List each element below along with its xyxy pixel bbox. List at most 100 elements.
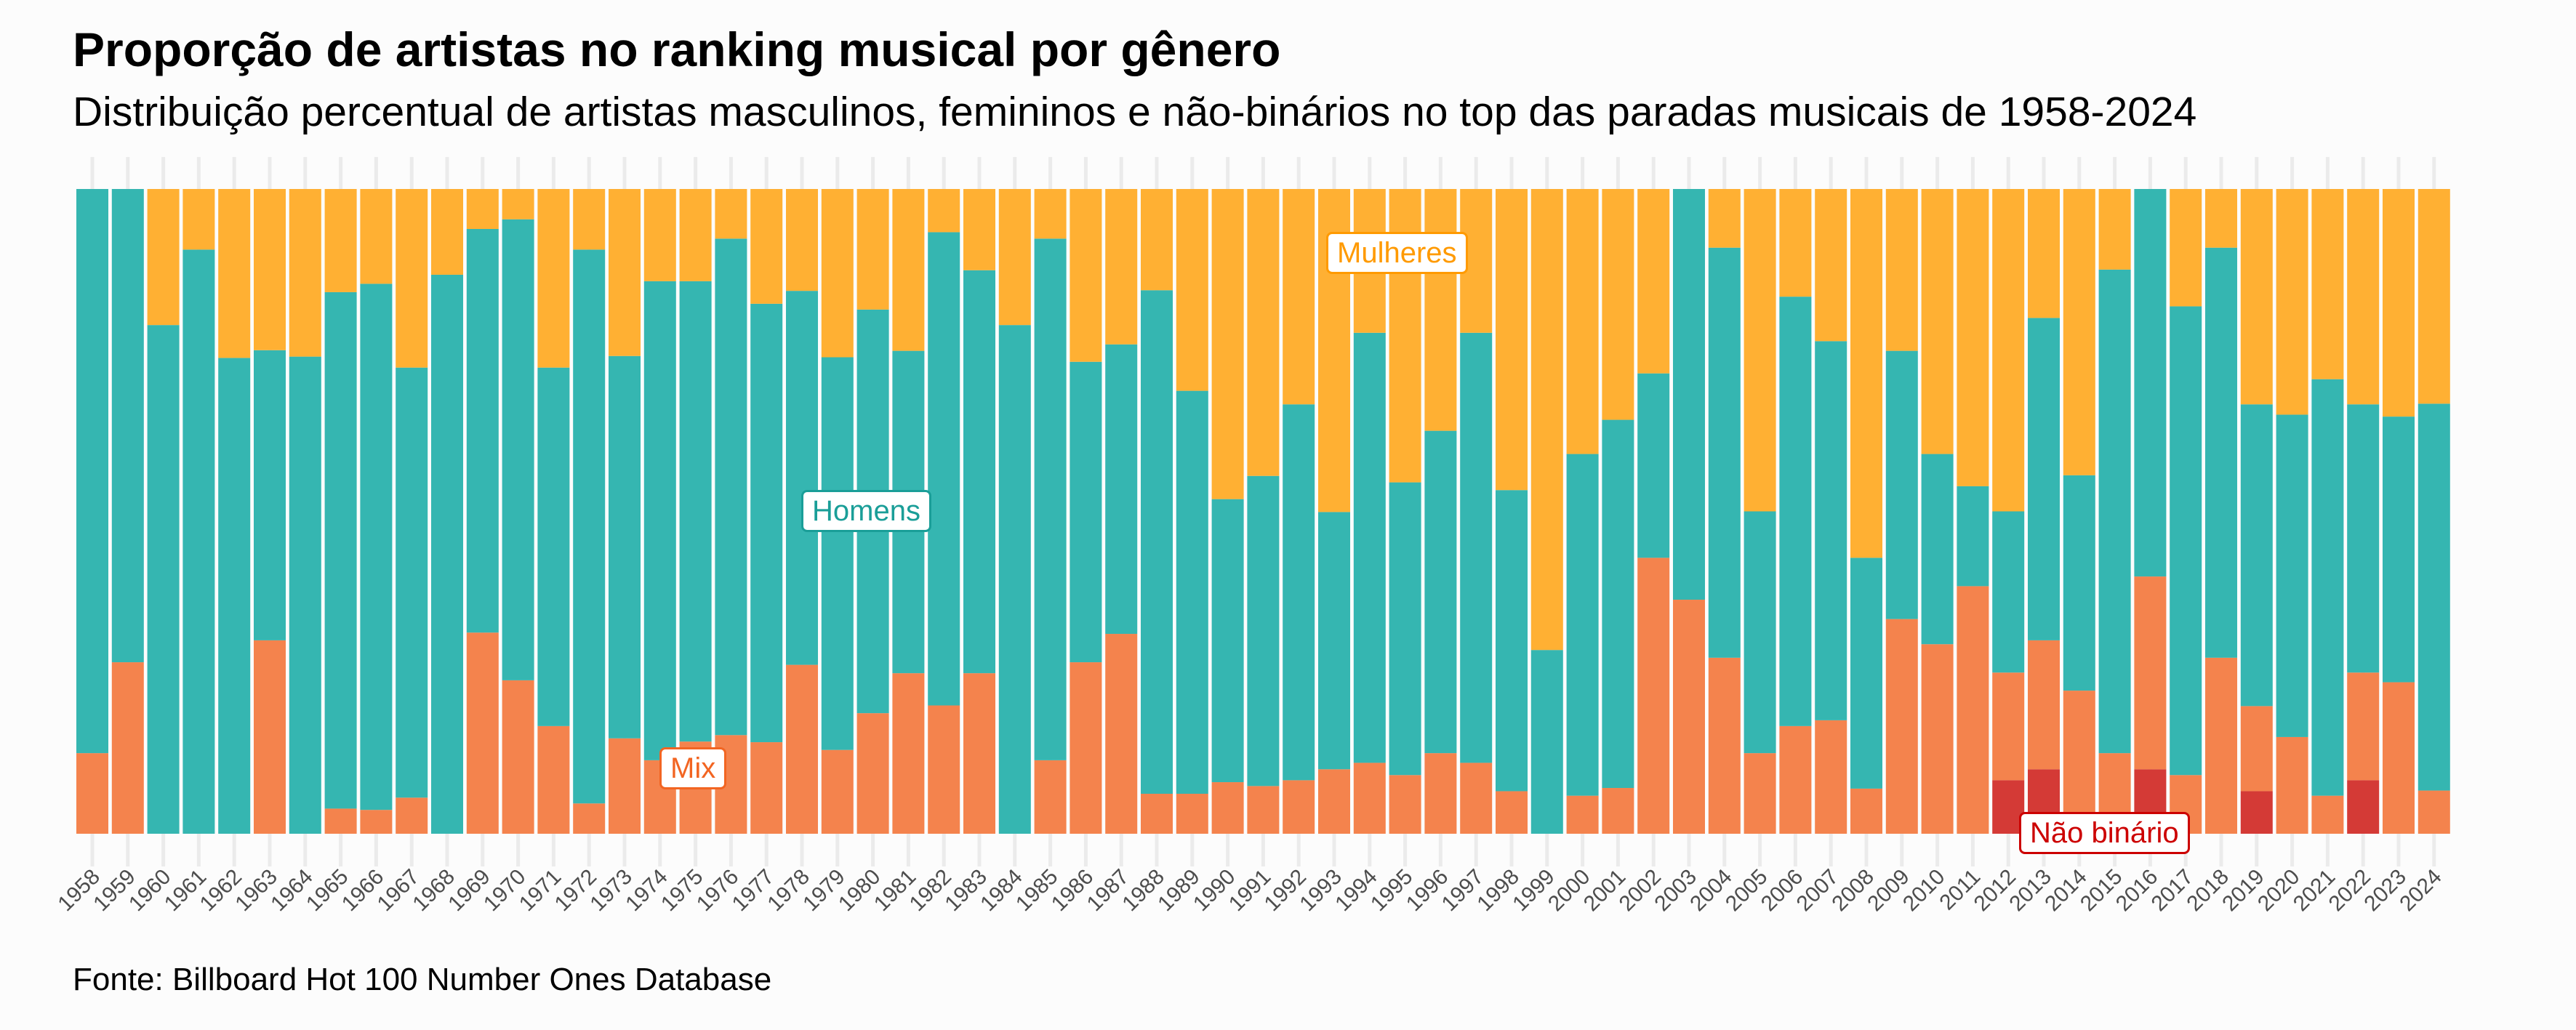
bar-mix-1958 bbox=[76, 753, 108, 834]
bar-mulheres-1976 bbox=[715, 189, 747, 239]
bar-mulheres-2013 bbox=[2028, 189, 2060, 318]
bar-mix-2006 bbox=[1779, 725, 1812, 834]
bar-mulheres-1965 bbox=[324, 189, 357, 292]
series-label-mulheres-text: Mulheres bbox=[1337, 237, 1457, 269]
bar-mulheres-2011 bbox=[1957, 189, 1989, 486]
bar-mulheres-2006 bbox=[1779, 189, 1812, 297]
bar-mulheres-1985 bbox=[1034, 189, 1067, 239]
bar-homens-2012 bbox=[1992, 511, 2025, 673]
bar-mix-1971 bbox=[537, 725, 570, 834]
bar-mix-2007 bbox=[1815, 720, 1847, 834]
x-axis-tick-labels: 1958195919601961196219631964196519661967… bbox=[53, 865, 2446, 917]
bar-mulheres-1974 bbox=[643, 189, 676, 281]
bar-mix-2004 bbox=[1708, 657, 1741, 834]
bar-mix-2000 bbox=[1566, 795, 1599, 834]
bar-mulheres-1970 bbox=[502, 189, 534, 220]
bar-mix-1965 bbox=[324, 808, 357, 834]
bar-homens-1978 bbox=[786, 291, 818, 665]
bar-homens-2010 bbox=[1921, 454, 1954, 645]
bar-mulheres-1986 bbox=[1070, 189, 1102, 362]
bar-mix-1959 bbox=[111, 662, 144, 834]
bar-mix-1983 bbox=[963, 673, 995, 834]
bar-mix-1993 bbox=[1318, 769, 1350, 834]
bar-mix-1997 bbox=[1460, 763, 1493, 834]
bar-mix-1992 bbox=[1283, 780, 1315, 834]
series-label-homens: Homens bbox=[801, 490, 931, 532]
bar-homens-1999 bbox=[1530, 650, 1563, 834]
bar-homens-2007 bbox=[1815, 341, 1847, 720]
bar-mulheres-2023 bbox=[2383, 189, 2415, 417]
bar-homens-2009 bbox=[1885, 350, 1918, 619]
bar-mulheres-1984 bbox=[998, 189, 1031, 326]
bar-mix-2009 bbox=[1885, 619, 1918, 834]
x-tick-label: 2024 bbox=[2395, 865, 2447, 917]
bar-mix-1991 bbox=[1247, 786, 1280, 834]
source-caption: Fonte: Billboard Hot 100 Number Ones Dat… bbox=[73, 962, 772, 997]
bar-homens-2000 bbox=[1566, 454, 1599, 796]
bar-homens-1987 bbox=[1105, 344, 1138, 635]
bar-homens-1959 bbox=[111, 189, 144, 663]
bar-homens-1971 bbox=[537, 367, 570, 726]
bar-homens-2001 bbox=[1602, 419, 1634, 789]
bar-homens-2016 bbox=[2134, 189, 2167, 577]
bar-homens-1974 bbox=[643, 281, 676, 760]
series-label-mix-text: Mix bbox=[670, 752, 716, 784]
bar-homens-2002 bbox=[1637, 373, 1670, 558]
bar-mulheres-1977 bbox=[750, 189, 783, 304]
bar-homens-1972 bbox=[573, 249, 606, 804]
bar-mulheres-1966 bbox=[360, 189, 393, 284]
bar-mix-1982 bbox=[928, 705, 960, 834]
bar-homens-2014 bbox=[2063, 475, 2095, 691]
bar-mix-2003 bbox=[1673, 600, 1705, 834]
bar-homens-1977 bbox=[750, 303, 783, 743]
bar-mulheres-1990 bbox=[1211, 189, 1244, 499]
bar-nao-binario-2012 bbox=[1992, 780, 2025, 834]
bar-mulheres-2000 bbox=[1566, 189, 1599, 454]
bar-mulheres-1992 bbox=[1283, 189, 1315, 405]
bar-mulheres-2009 bbox=[1885, 189, 1918, 351]
bar-homens-1995 bbox=[1389, 482, 1421, 776]
bar-mix-2002 bbox=[1637, 558, 1670, 834]
bar-mix-2022 bbox=[2347, 672, 2380, 781]
bar-mulheres-1996 bbox=[1424, 189, 1457, 431]
bar-homens-1984 bbox=[998, 325, 1031, 834]
bar-mulheres-2007 bbox=[1815, 189, 1847, 342]
bar-homens-2003 bbox=[1673, 189, 1705, 600]
bar-mix-2010 bbox=[1921, 644, 1954, 834]
bar-mix-2012 bbox=[1992, 672, 2025, 781]
bar-homens-1982 bbox=[928, 232, 960, 706]
bar-mix-2008 bbox=[1850, 788, 1882, 834]
bar-mulheres-1981 bbox=[892, 189, 925, 351]
bar-mix-1972 bbox=[573, 803, 606, 834]
bar-mulheres-1980 bbox=[856, 189, 889, 310]
bar-homens-2013 bbox=[2028, 318, 2060, 640]
bar-nao-binario-2019 bbox=[2240, 791, 2273, 834]
bar-homens-2018 bbox=[2205, 247, 2237, 658]
bar-mulheres-1987 bbox=[1105, 189, 1138, 345]
bar-homens-1958 bbox=[76, 189, 108, 754]
bar-mulheres-2002 bbox=[1637, 189, 1670, 374]
bar-mulheres-1964 bbox=[289, 189, 321, 357]
bar-homens-1975 bbox=[679, 281, 712, 742]
bar-mulheres-1999 bbox=[1530, 189, 1563, 651]
bar-mulheres-1963 bbox=[254, 189, 286, 350]
bar-mix-1996 bbox=[1424, 753, 1457, 834]
bar-homens-1994 bbox=[1353, 332, 1386, 763]
bar-mulheres-1973 bbox=[609, 189, 641, 356]
bar-mix-1988 bbox=[1141, 794, 1173, 834]
bar-mix-1987 bbox=[1105, 634, 1138, 834]
bar-mulheres-1961 bbox=[182, 189, 215, 250]
bar-mulheres-2012 bbox=[1992, 189, 2025, 512]
bar-homens-2023 bbox=[2383, 417, 2415, 683]
bar-homens-1988 bbox=[1141, 290, 1173, 794]
bar-mulheres-1991 bbox=[1247, 189, 1280, 476]
bar-homens-2004 bbox=[1708, 247, 1741, 658]
series-label-mulheres: Mulheres bbox=[1326, 232, 1468, 274]
bar-mulheres-1968 bbox=[431, 189, 463, 275]
bar-homens-1997 bbox=[1460, 332, 1493, 763]
bar-mix-1980 bbox=[856, 713, 889, 834]
bar-mulheres-2015 bbox=[2098, 189, 2131, 270]
bar-mulheres-1979 bbox=[821, 189, 854, 358]
bar-homens-2005 bbox=[1744, 511, 1776, 754]
bar-homens-1963 bbox=[254, 350, 286, 640]
